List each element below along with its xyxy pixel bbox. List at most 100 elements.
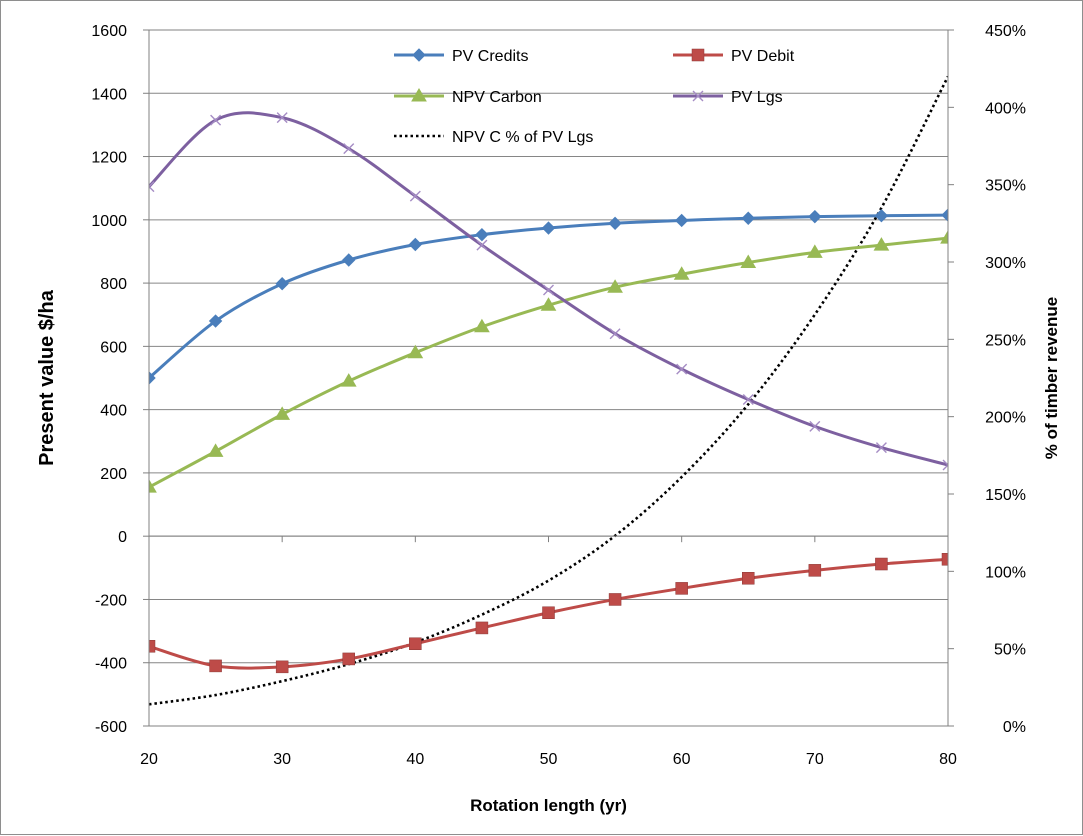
y-tick-label: 1600 [91, 23, 127, 40]
legend-label: PV Credits [452, 48, 528, 65]
data-point-npv-carbon [607, 279, 623, 293]
data-point-npv-carbon [940, 230, 948, 244]
series-npv-c-of-pv-lgs [149, 75, 948, 706]
data-point-pv-credits [941, 208, 948, 222]
data-point-pv-lgs [276, 112, 288, 124]
data-point-pv-debit [941, 553, 948, 566]
data-point-pv-debit [875, 557, 888, 571]
x-tick-label: 20 [140, 751, 158, 768]
data-point-pv-debit [542, 606, 555, 619]
data-point-npv-carbon [274, 406, 291, 420]
data-point-pv-credits [475, 227, 489, 242]
data-point-pv-lgs [409, 190, 421, 202]
data-point-npv-carbon [673, 266, 690, 280]
data-point-pv-credits [408, 237, 423, 252]
series-pv-debit [149, 553, 948, 674]
data-point-pv-debit [149, 640, 156, 653]
data-point-pv-credits [149, 371, 156, 385]
data-point-pv-lgs [343, 143, 355, 155]
series-pv-credits [149, 208, 948, 385]
data-point-pv-lgs [543, 284, 554, 296]
legend-item-npv-carbon: NPV Carbon [394, 88, 542, 106]
data-point-pv-lgs [476, 239, 488, 251]
data-point-pv-credits [674, 213, 689, 228]
x-axis-title: Rotation length (yr) [470, 796, 627, 815]
data-point-npv-carbon [806, 244, 823, 258]
data-point-pv-credits [275, 277, 289, 291]
y-tick-label: 200 [100, 466, 127, 483]
y2-tick-label: 250% [985, 332, 1026, 349]
series-layer [149, 75, 948, 706]
data-point-pv-debit [742, 572, 755, 585]
y-tick-label: -200 [95, 592, 127, 609]
data-point-pv-credits [541, 221, 556, 235]
y2-tick-label: 200% [985, 410, 1026, 427]
legend: PV Credits PV Debit NPV Carbon PV Lgs NPV C … [394, 48, 795, 146]
series-npv-carbon [149, 230, 948, 493]
legend-marker-npv-carbon [411, 88, 427, 102]
x-tick-label: 30 [273, 751, 291, 768]
legend-marker-pv-lgs [692, 90, 704, 102]
data-point-pv-lgs [742, 394, 754, 406]
data-point-npv-carbon [407, 344, 424, 359]
x-tick-label: 60 [673, 751, 691, 768]
y2-tick-label: 450% [985, 23, 1026, 40]
y-tick-label: -400 [95, 656, 127, 673]
data-point-pv-credits [808, 209, 822, 224]
data-point-npv-carbon [207, 443, 224, 457]
data-point-pv-lgs [149, 181, 155, 193]
series-line-npv-c-of-pv-lgs [149, 75, 948, 706]
legend-label: PV Debit [731, 48, 795, 65]
y-tick-label: 1400 [91, 86, 127, 103]
x-tick-label: 80 [939, 751, 957, 768]
data-point-npv-carbon [340, 373, 357, 387]
x-tick-label: 40 [406, 751, 424, 768]
legend-item-npv-c-of-pv-lgs: NPV C % of PV Lgs [394, 129, 593, 146]
legend-item-pv-credits: PV Credits [394, 48, 528, 65]
data-point-pv-debit [808, 564, 822, 577]
data-point-pv-debit [209, 659, 222, 673]
data-point-npv-carbon [873, 237, 890, 251]
y-tick-label: 0 [118, 529, 127, 546]
tick-labels: -600 -400 -200 0 200 400 600 800 1000 1200 1400 160… [91, 23, 1026, 768]
y2-tick-label: 400% [985, 100, 1026, 117]
legend-marker-pv-credits [412, 48, 426, 62]
y2-tick-label: 50% [994, 642, 1026, 659]
data-point-npv-carbon [740, 254, 757, 269]
x-tick-label: 70 [806, 751, 824, 768]
y-tick-label: 1000 [91, 213, 127, 230]
y2-tick-label: 150% [985, 487, 1026, 504]
data-point-npv-carbon [540, 297, 557, 311]
data-point-pv-lgs [875, 442, 887, 454]
legend-item-pv-debit: PV Debit [673, 48, 795, 65]
y-tick-label: -600 [95, 719, 127, 736]
data-point-pv-lgs [210, 114, 222, 126]
y2-axis-title: % of timber revenue [1042, 297, 1061, 460]
series-line-npv-carbon [149, 236, 948, 489]
y-axis-title: Present value $/ha [36, 289, 58, 466]
legend-label: PV Lgs [731, 89, 783, 106]
data-point-pv-credits [208, 314, 223, 328]
y2-tick-label: 300% [985, 255, 1026, 272]
plot-area-frame [148, 29, 949, 727]
series-pv-lgs [149, 111, 948, 471]
data-point-pv-debit [275, 660, 289, 674]
y-tick-label: 1200 [91, 150, 127, 167]
data-point-npv-carbon [474, 318, 490, 333]
y2-tick-label: 0% [1003, 719, 1026, 736]
y2-tick-label: 350% [985, 178, 1026, 195]
data-point-pv-lgs [609, 328, 621, 340]
legend-label: NPV C % of PV Lgs [452, 129, 593, 146]
legend-item-pv-lgs: PV Lgs [673, 89, 783, 106]
data-point-pv-debit [342, 652, 355, 666]
axis-ticks [143, 29, 954, 727]
data-point-pv-credits [608, 216, 622, 231]
data-point-pv-credits [874, 208, 889, 223]
legend-marker-pv-debit [691, 48, 705, 62]
data-point-pv-lgs [676, 363, 688, 375]
data-point-npv-carbon [149, 479, 157, 493]
y-tick-label: 800 [100, 276, 127, 293]
data-point-pv-debit [675, 582, 688, 595]
